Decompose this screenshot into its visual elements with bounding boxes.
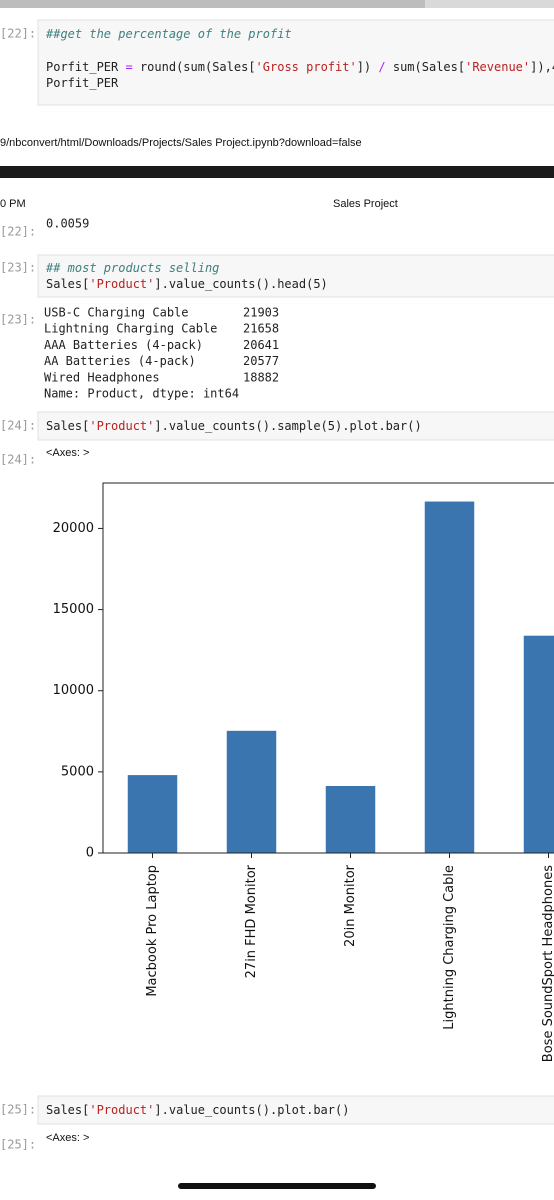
series-index: AAA Batteries (4-pack) <box>44 338 203 352</box>
code-token: ].value_counts().sample(5).plot.bar() <box>154 419 421 433</box>
code-token: Sales[ <box>46 277 89 291</box>
output-prompt: [22]: <box>0 225 36 239</box>
code-cell <box>37 411 554 441</box>
input-prompt: [25]: <box>0 1103 36 1117</box>
output-prompt: [25]: <box>0 1138 36 1152</box>
y-tick-label: 5000 <box>61 764 94 779</box>
series-value: 21903 <box>243 306 279 320</box>
bar <box>127 775 178 853</box>
code-token: Porfit_PER <box>46 60 125 74</box>
series-index: Lightning Charging Cable <box>44 322 217 336</box>
y-tick-label: 10000 <box>53 683 94 698</box>
code-token: / <box>378 60 385 74</box>
page-break-bar <box>0 166 554 178</box>
code-line: Porfit_PER <box>46 76 119 90</box>
bar <box>424 501 475 853</box>
code-token: ]),4) <box>530 60 554 74</box>
code-token: 'Revenue' <box>465 60 530 74</box>
code-token: round(sum(Sales[ <box>133 60 256 74</box>
home-indicator <box>178 1183 376 1189</box>
y-tick-label: 15000 <box>53 602 94 617</box>
code-token: 'Product' <box>89 419 154 433</box>
code-token: 'Product' <box>89 277 154 291</box>
series-value: 20577 <box>243 354 279 368</box>
bar <box>325 785 376 853</box>
code-token: ].value_counts().head(5) <box>154 277 327 291</box>
code-token: sum(Sales[ <box>386 60 465 74</box>
series-value: 21658 <box>243 322 279 336</box>
plot-frame <box>102 482 554 854</box>
output-prompt: [23]: <box>0 313 36 327</box>
x-tick-label: 20in Monitor <box>343 864 358 947</box>
code-token: ## most products selling <box>45 261 219 275</box>
input-prompt: [24]: <box>0 419 36 433</box>
bar <box>523 635 554 853</box>
code-line: Sales['Product'].value_counts().plot.bar… <box>46 1103 349 1117</box>
footer-url: 9/nbconvert/html/Downloads/Projects/Sale… <box>0 137 362 149</box>
scrollbar-thumb <box>0 0 425 8</box>
y-tick-label: 20000 <box>53 521 94 536</box>
code-line: Sales['Product'].value_counts().sample(5… <box>46 419 422 433</box>
series-footer: Name: Product, dtype: int64 <box>44 387 239 401</box>
code-token: = <box>125 60 132 74</box>
series-value: 18882 <box>243 370 279 384</box>
code-line: Sales['Product'].value_counts().head(5) <box>46 277 328 291</box>
output-text: <Axes: > <box>46 1132 89 1144</box>
series-value: 20641 <box>243 338 279 352</box>
series-index: USB-C Charging Cable <box>44 306 189 320</box>
output-text: 0.0059 <box>46 217 89 231</box>
code-line: Porfit_PER = round(sum(Sales['Gross prof… <box>46 60 554 74</box>
code-token: 'Product' <box>89 1103 154 1117</box>
code-token: ].value_counts().plot.bar() <box>154 1103 349 1117</box>
x-tick-label: 27in FHD Monitor <box>244 864 259 978</box>
code-line: ##get the percentage of the profit <box>45 27 292 41</box>
x-tick-label: Lightning Charging Cable <box>442 865 457 1030</box>
code-cell <box>37 254 554 298</box>
header-title: Sales Project <box>333 198 398 210</box>
code-token: ]) <box>357 60 379 74</box>
output-prompt: [24]: <box>0 453 36 467</box>
code-token: ##get the percentage of the profit <box>45 27 292 41</box>
bar <box>226 730 277 853</box>
code-token: Porfit_PER <box>46 76 119 90</box>
code-cell <box>37 1095 554 1125</box>
input-prompt: [23]: <box>0 261 36 275</box>
code-token: 'Gross profit' <box>256 60 357 74</box>
output-text: <Axes: > <box>46 447 89 459</box>
series-index: Wired Headphones <box>44 370 160 384</box>
code-token: Sales[ <box>46 419 89 433</box>
series-index: AA Batteries (4-pack) <box>44 354 196 368</box>
code-line: ## most products selling <box>45 261 219 275</box>
y-tick-label: 0 <box>86 846 94 861</box>
x-tick-label: Macbook Pro Laptop <box>145 865 160 997</box>
x-tick-label: Bose SoundSport Headphones <box>541 865 554 1062</box>
header-time: 0 PM <box>0 198 26 210</box>
input-prompt: [22]: <box>0 27 36 41</box>
code-token: Sales[ <box>46 1103 89 1117</box>
code-cell <box>37 19 554 106</box>
